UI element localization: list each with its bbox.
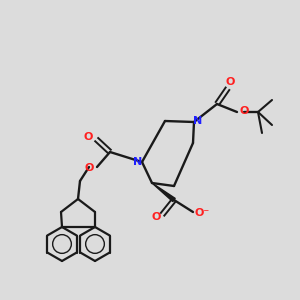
Polygon shape	[152, 183, 175, 202]
Text: N: N	[194, 116, 202, 126]
Text: O: O	[151, 212, 161, 222]
Text: O: O	[84, 163, 94, 173]
Text: O⁻: O⁻	[194, 208, 210, 218]
Text: N: N	[134, 157, 142, 167]
Text: O: O	[239, 106, 249, 116]
Text: O: O	[225, 77, 235, 87]
Text: O: O	[83, 132, 93, 142]
